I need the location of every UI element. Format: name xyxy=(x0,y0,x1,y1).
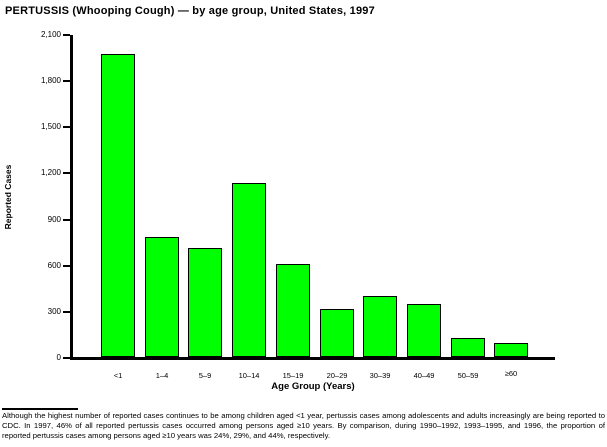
x-tick-label: 30–39 xyxy=(369,371,391,380)
bar xyxy=(363,296,397,357)
y-tick-label: 1,800 xyxy=(40,76,61,85)
y-tick-label: 0 xyxy=(56,353,61,362)
bar xyxy=(494,343,528,357)
y-tick-label: 600 xyxy=(47,261,61,270)
chart-title: PERTUSSIS (Whooping Cough) — by age grou… xyxy=(5,5,375,17)
x-axis-line xyxy=(70,357,555,360)
bar xyxy=(101,54,135,357)
y-tick-label: 1,200 xyxy=(40,168,61,177)
y-tick xyxy=(63,311,70,313)
y-tick xyxy=(63,265,70,267)
bar xyxy=(188,248,222,357)
footnote: Although the highest number of reported … xyxy=(2,411,605,440)
y-tick xyxy=(63,34,70,36)
y-tick-label: 900 xyxy=(47,215,61,224)
y-tick xyxy=(63,126,70,128)
bar xyxy=(451,338,485,357)
x-tick-label: 50–59 xyxy=(457,371,479,380)
x-tick-label: 20–29 xyxy=(326,371,348,380)
x-tick-label: ≥60 xyxy=(504,369,518,378)
y-tick-label: 1,500 xyxy=(40,122,61,131)
bar xyxy=(320,309,354,357)
footnote-rule xyxy=(2,408,78,410)
x-axis-label: Age Group (Years) xyxy=(271,381,355,392)
bar xyxy=(145,237,179,357)
y-tick xyxy=(63,219,70,221)
x-tick-label: 15–19 xyxy=(282,371,304,380)
y-axis-line xyxy=(70,35,73,360)
x-tick-label: <1 xyxy=(113,371,123,380)
y-tick xyxy=(63,80,70,82)
x-tick-label: 10–14 xyxy=(238,371,260,380)
y-tick-label: 300 xyxy=(47,307,61,316)
bar xyxy=(232,183,266,357)
x-tick-label: 5–9 xyxy=(198,371,212,380)
y-tick xyxy=(63,357,70,359)
y-axis-label: Reported Cases xyxy=(3,164,13,230)
bar xyxy=(276,264,310,357)
y-tick-label: 2,100 xyxy=(40,30,61,39)
x-tick-label: 1–4 xyxy=(155,371,169,380)
x-tick-label: 40–49 xyxy=(413,371,435,380)
bar xyxy=(407,304,441,357)
y-tick xyxy=(63,172,70,174)
